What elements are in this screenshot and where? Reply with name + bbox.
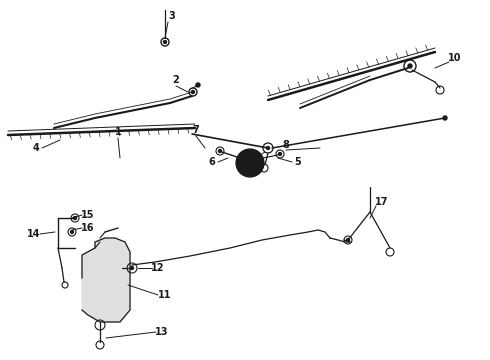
Circle shape (236, 149, 264, 177)
Text: 17: 17 (375, 197, 389, 207)
Text: 1: 1 (115, 127, 122, 137)
Circle shape (267, 147, 270, 149)
Text: 4: 4 (33, 143, 39, 153)
Circle shape (219, 149, 221, 153)
Circle shape (71, 230, 73, 234)
Circle shape (408, 64, 412, 68)
Circle shape (278, 153, 281, 156)
Text: 9: 9 (245, 160, 251, 170)
Text: 16: 16 (81, 223, 95, 233)
Text: 2: 2 (172, 75, 179, 85)
Text: 3: 3 (169, 11, 175, 21)
Text: 8: 8 (283, 140, 290, 150)
Circle shape (74, 216, 76, 220)
Circle shape (130, 266, 133, 270)
Circle shape (443, 116, 447, 120)
Polygon shape (82, 238, 130, 322)
Circle shape (192, 90, 195, 94)
Text: 7: 7 (193, 125, 199, 135)
Text: 10: 10 (448, 53, 462, 63)
Text: 5: 5 (294, 157, 301, 167)
Text: 12: 12 (151, 263, 165, 273)
Text: 14: 14 (27, 229, 41, 239)
Circle shape (164, 40, 167, 44)
Text: 15: 15 (81, 210, 95, 220)
Text: 11: 11 (158, 290, 172, 300)
Circle shape (196, 83, 200, 87)
Text: 13: 13 (155, 327, 169, 337)
Circle shape (346, 238, 349, 242)
Text: 6: 6 (209, 157, 216, 167)
